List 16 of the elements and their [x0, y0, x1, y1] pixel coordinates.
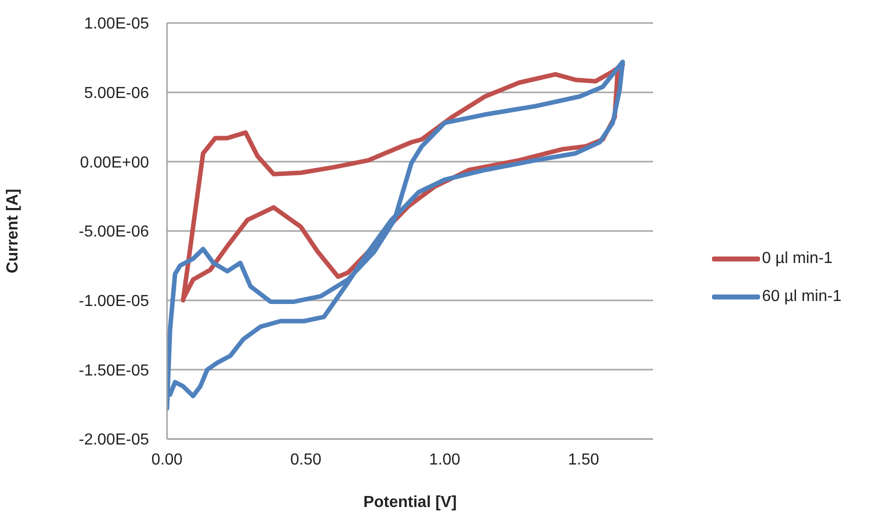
x-axis-title: Potential [V] [363, 494, 457, 511]
y-tick-label: 0.00E+00 [80, 154, 150, 172]
y-tick-label: 5.00E-06 [84, 85, 150, 102]
x-tick-label: 1.00 [429, 451, 460, 468]
y-tick-label: -1.50E-05 [78, 362, 150, 380]
y-tick-label: -5.00E-06 [78, 224, 150, 241]
y-tick-label: -2.00E-05 [78, 432, 150, 449]
x-tick-label: 0.00 [151, 451, 183, 468]
y-axis-title: Current [A] [4, 188, 22, 274]
x-tick-label: 0.50 [290, 451, 322, 468]
y-tick-label: -1.00E-05 [78, 293, 150, 310]
legend-label: 60 µl min-1 [762, 288, 842, 306]
line-series [167, 60, 625, 411]
x-tick-label: 1.50 [568, 451, 600, 468]
legend-label: 0 µl min-1 [762, 250, 833, 268]
y-tick-label: 1.00E-05 [84, 16, 150, 33]
